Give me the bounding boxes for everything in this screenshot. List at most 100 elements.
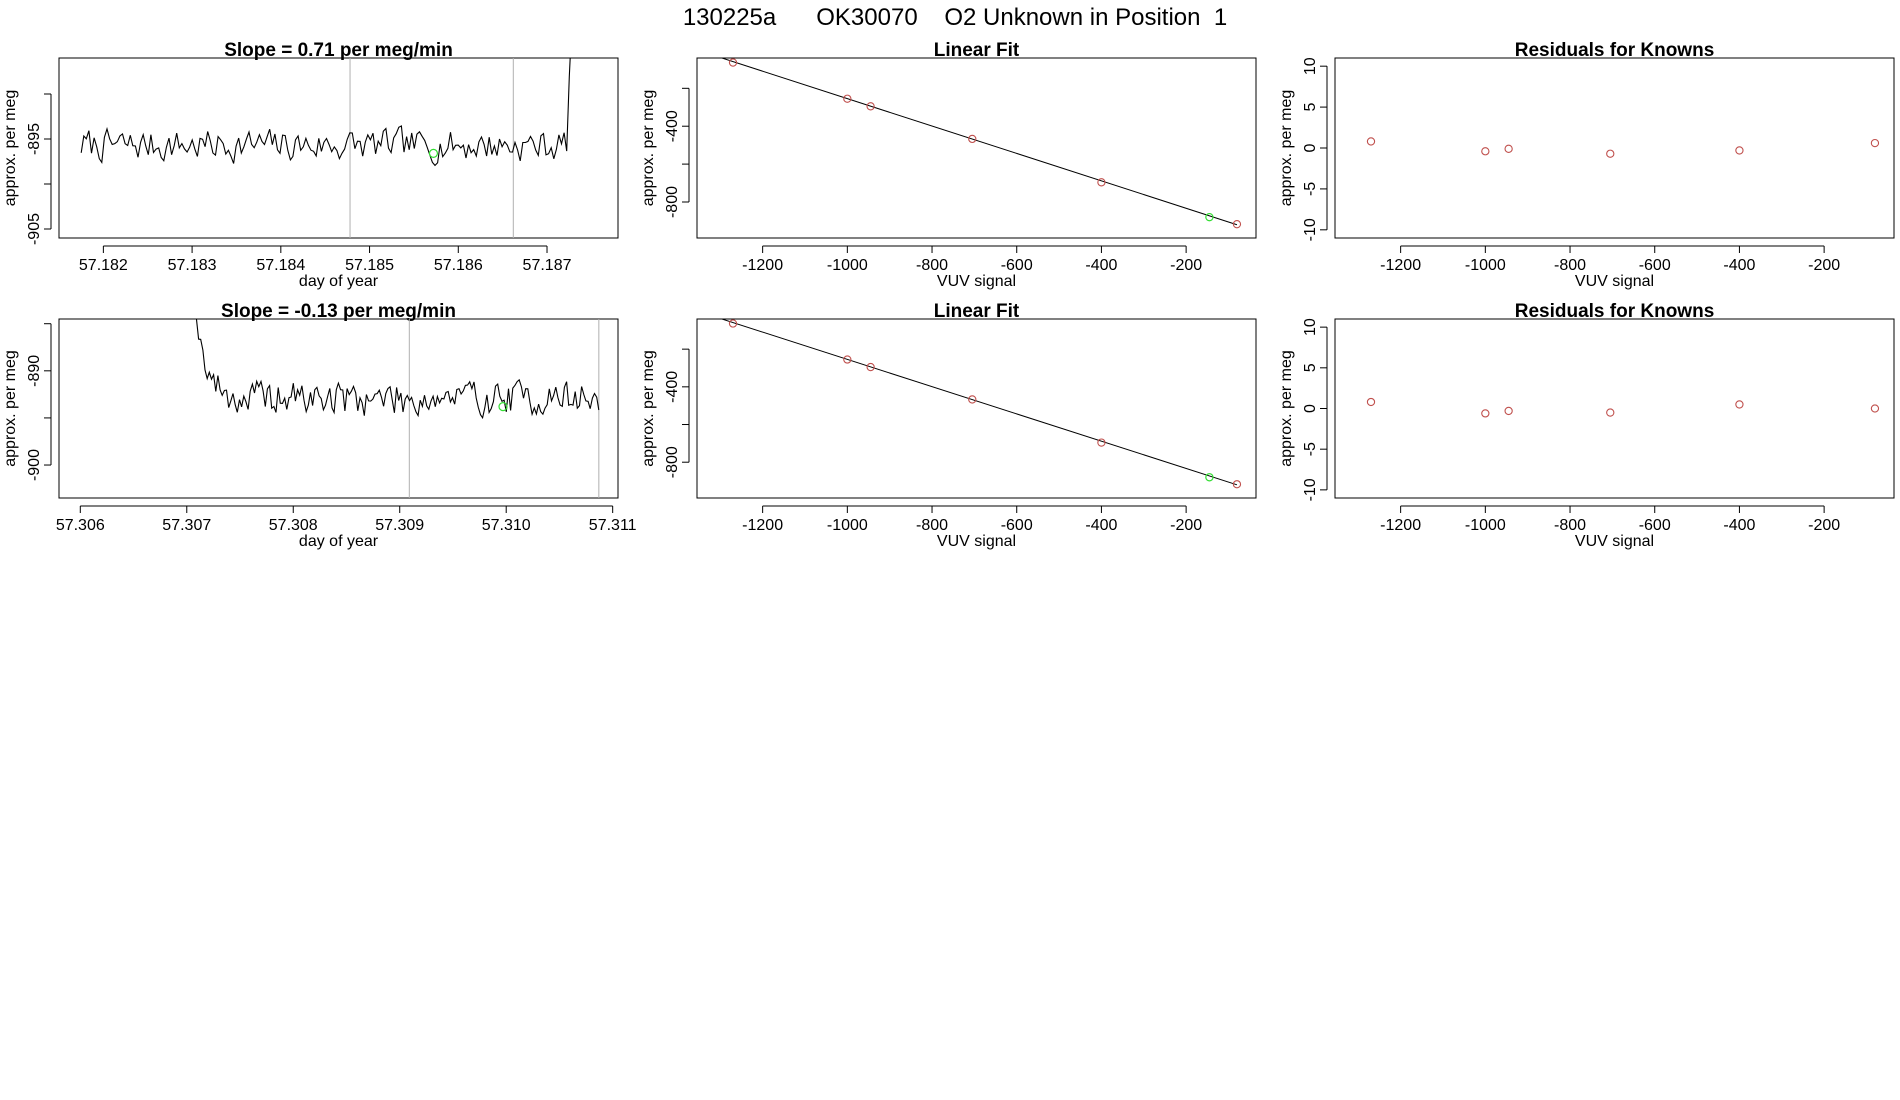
y-axis: -10 -5 0 5 10 <box>1302 318 1328 501</box>
x-tick-label: 57.306 <box>56 517 105 534</box>
x-axis-label: VUV signal <box>937 533 1016 550</box>
x-tick-label: -600 <box>1001 257 1033 274</box>
y-tick-label: 0 <box>1302 143 1319 152</box>
known-point <box>866 102 875 111</box>
x-tick-label: 57.184 <box>256 257 305 274</box>
plot-area <box>720 58 1242 229</box>
y-tick-label: -10 <box>1302 478 1319 501</box>
x-tick-label: -1000 <box>1465 517 1506 534</box>
known-point <box>1735 400 1744 409</box>
x-tick-label: -200 <box>1808 517 1840 534</box>
plot-frame <box>58 57 619 239</box>
y-tick-label: -400 <box>664 371 681 403</box>
x-tick-label: -600 <box>1001 517 1033 534</box>
x-tick-label: -1000 <box>827 257 868 274</box>
y-tick-label: -5 <box>1302 182 1319 196</box>
x-tick-label: -1200 <box>742 257 783 274</box>
y-axis: -905 -895 <box>26 93 52 245</box>
x-axis: -1200 -1000 -800 -600 -400 -200 <box>1380 505 1840 534</box>
known-point <box>843 355 852 364</box>
known-point <box>1504 406 1513 416</box>
y-tick-label: -10 <box>1302 218 1319 241</box>
plot-frame <box>1334 318 1895 499</box>
x-tick-label: 57.307 <box>162 517 211 534</box>
x-axis: -1200 -1000 -800 -600 -400 -200 <box>1380 245 1840 274</box>
y-tick-label: -5 <box>1302 442 1319 456</box>
y-tick-label: -890 <box>26 355 43 387</box>
y-tick-label: -895 <box>26 123 43 155</box>
x-tick-label: -400 <box>1723 517 1755 534</box>
x-tick-label: -200 <box>1808 257 1840 274</box>
known-point <box>843 94 852 103</box>
plot-frame <box>696 318 1257 499</box>
known-point <box>1870 138 1880 148</box>
x-tick-label: 57.185 <box>345 257 394 274</box>
x-tick-label: 57.310 <box>482 517 531 534</box>
fit-line <box>720 58 1238 226</box>
x-tick-label: -1000 <box>827 517 868 534</box>
unknown-point <box>1205 473 1214 482</box>
x-axis: -1200 -1000 -800 -600 -400 -200 <box>742 505 1202 534</box>
unknown-sample-point <box>498 402 508 412</box>
panel-fit1: Linear Fit -1200 -1000 -800 -600 -400 -200 VUV … <box>640 40 1257 290</box>
y-axis-label: approx. per meg <box>2 90 19 207</box>
x-axis-label: day of year <box>299 273 379 290</box>
plot-area <box>195 319 600 498</box>
y-axis: -800 -400 <box>664 348 690 478</box>
x-tick-label: -800 <box>1554 517 1586 534</box>
known-point <box>1870 404 1880 413</box>
known-point <box>1366 397 1376 407</box>
panel-title: Residuals for Knowns <box>1515 40 1715 61</box>
x-tick-label: 57.187 <box>523 257 572 274</box>
y-axis-label: approx. per meg <box>2 350 19 467</box>
y-tick-label: -900 <box>26 449 43 481</box>
x-axis: 57.306 57.307 57.308 57.309 57.310 57.311 <box>56 505 637 534</box>
y-tick-label: -400 <box>664 110 681 142</box>
panel-title: Residuals for Knowns <box>1515 301 1715 322</box>
x-tick-label: -200 <box>1170 517 1202 534</box>
x-tick-label: -400 <box>1085 517 1117 534</box>
x-tick-label: -200 <box>1170 257 1202 274</box>
known-point <box>728 58 738 67</box>
known-point <box>1606 149 1615 158</box>
fit-line <box>720 319 1238 486</box>
y-axis-label: approx. per meg <box>640 90 657 207</box>
x-tick-label: 57.183 <box>168 257 217 274</box>
panel-title: Slope = 0.71 per meg/min <box>224 40 453 61</box>
known-point <box>866 362 875 372</box>
x-tick-label: -600 <box>1639 517 1671 534</box>
panel-res1: Residuals for Knowns -1200 -1000 -800 -600 -4… <box>1278 40 1895 290</box>
y-tick-label: 10 <box>1302 57 1319 75</box>
x-tick-label: -1200 <box>1380 517 1421 534</box>
known-point <box>1097 438 1106 447</box>
panel-title: Slope = -0.13 per meg/min <box>221 301 456 322</box>
x-axis-label: VUV signal <box>1575 273 1654 290</box>
unknown-sample-point <box>428 148 439 158</box>
y-axis: -10 -5 0 5 10 <box>1302 57 1328 241</box>
known-point <box>1606 408 1615 417</box>
known-point <box>1481 409 1490 418</box>
y-axis: -900 -890 <box>26 323 52 481</box>
x-tick-label: 57.308 <box>269 517 318 534</box>
y-tick-label: 5 <box>1302 363 1319 372</box>
y-axis-label: approx. per meg <box>1278 90 1295 207</box>
x-axis-label: day of year <box>299 533 379 550</box>
known-point <box>1232 220 1242 229</box>
panel-res2: Residuals for Knowns -1200 -1000 -800 -600 -4… <box>1278 301 1895 550</box>
y-tick-label: 0 <box>1302 404 1319 413</box>
figure-suptitle: 130225a OK30070 O2 Unknown in Position 1 <box>683 4 1227 31</box>
x-tick-label: -800 <box>1554 257 1586 274</box>
y-axis-label: approx. per meg <box>640 350 657 467</box>
known-point <box>968 395 977 404</box>
plot-area <box>720 319 1242 489</box>
x-axis-label: VUV signal <box>1575 533 1654 550</box>
x-tick-label: -1200 <box>742 517 783 534</box>
plot-area <box>80 58 571 238</box>
x-tick-label: -1000 <box>1465 257 1506 274</box>
x-tick-label: -600 <box>1639 257 1671 274</box>
y-axis-label: approx. per meg <box>1278 350 1295 467</box>
x-tick-label: 57.309 <box>375 517 424 534</box>
x-tick-label: -400 <box>1723 257 1755 274</box>
x-axis: -1200 -1000 -800 -600 -400 -200 <box>742 245 1202 274</box>
